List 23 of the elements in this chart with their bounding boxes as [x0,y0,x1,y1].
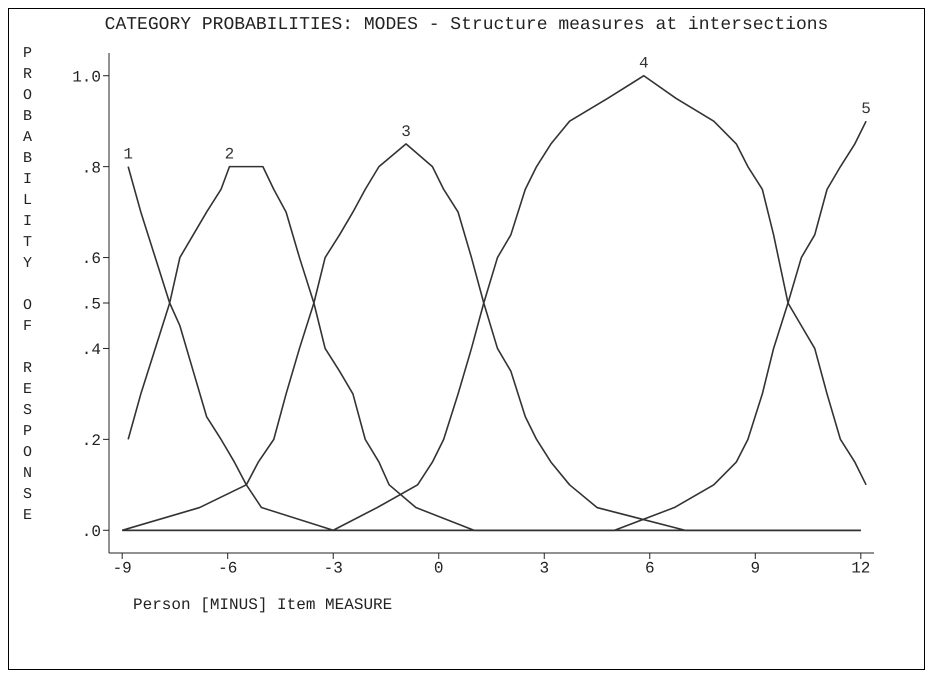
x-tick-label: 9 [750,559,760,578]
y-tick-label: .6 [82,250,101,268]
series-label: 1 [123,146,133,164]
y-tick-label: .8 [82,159,101,178]
series-label: 5 [861,100,871,118]
y-tick-label: .2 [82,432,101,450]
x-tick-label: -9 [112,559,132,578]
x-tick-label: 0 [434,559,444,578]
x-tick-label: 12 [851,559,870,578]
y-tick-label: 1.0 [72,68,101,86]
x-tick-label: 3 [539,559,550,578]
x-tick-label: 6 [644,559,655,578]
chart-title: CATEGORY PROBABILITIES: MODES - Structure measures at intersections [104,15,830,35]
x-tick-label: -3 [324,559,343,578]
x-axis-title: Person [MINUS] Item MEASURE [133,596,392,614]
y-tick-label: .0 [82,522,101,541]
series-label: 2 [224,146,234,164]
series-label: 4 [638,54,649,73]
x-tick-label: -6 [218,559,238,578]
series-label: 3 [401,122,411,141]
y-tick-label: .5 [82,296,101,314]
text: PROBABILITY OF RESPONSE [23,45,32,524]
y-tick-label: .4 [82,341,101,360]
